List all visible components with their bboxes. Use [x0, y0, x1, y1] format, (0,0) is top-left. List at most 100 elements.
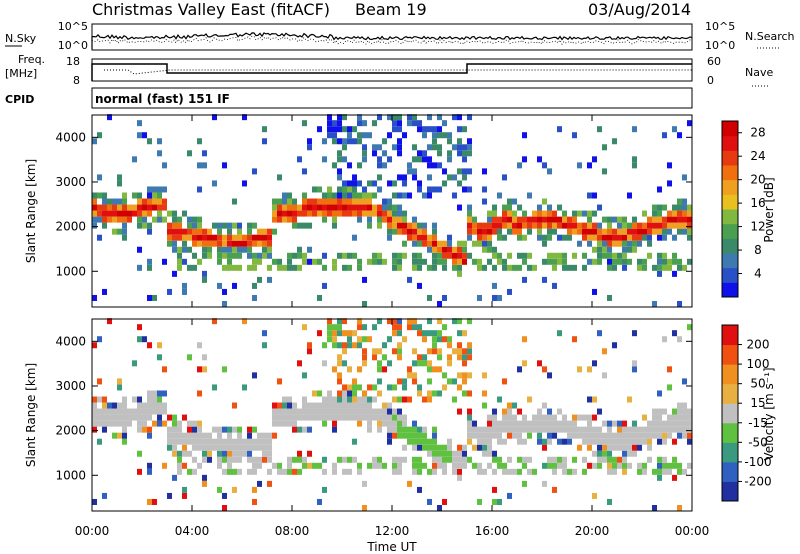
- velocity-cell: [127, 408, 132, 415]
- velocity-cell: [362, 480, 367, 487]
- velocity-cell: [552, 414, 557, 421]
- velocity-cell: [157, 402, 162, 409]
- power-cell: [587, 162, 592, 169]
- power-cell: [607, 294, 612, 301]
- power-cell: [492, 216, 497, 223]
- velocity-cell: [232, 444, 237, 451]
- power-cell: [332, 216, 337, 223]
- power-cell: [267, 234, 272, 241]
- power-cell: [457, 240, 462, 247]
- velocity-cell: [237, 432, 242, 439]
- power-cell: [572, 228, 577, 235]
- power-cell: [682, 228, 687, 235]
- power-cell: [562, 210, 567, 217]
- power-cell: [377, 204, 382, 211]
- velocity-cell: [412, 318, 417, 325]
- velocity-cell: [287, 468, 292, 475]
- power-cell: [302, 120, 307, 127]
- power-cell: [542, 210, 547, 217]
- power-cell: [447, 132, 452, 139]
- velocity-cell: [407, 426, 412, 433]
- power-cell: [347, 204, 352, 211]
- power-cell: [332, 120, 337, 127]
- power-cell: [582, 252, 587, 259]
- velocity-cell: [687, 420, 692, 427]
- power-cell: [362, 198, 367, 205]
- power-cell: [212, 114, 217, 121]
- power-cell: [622, 234, 627, 241]
- velocity-cell: [232, 438, 237, 445]
- velocity-cell: [272, 414, 277, 421]
- power-cell: [417, 120, 422, 127]
- power-cell: [397, 216, 402, 223]
- power-cell: [567, 222, 572, 229]
- velocity-cell: [312, 402, 317, 409]
- velocity-cell: [392, 456, 397, 463]
- velocity-cell: [412, 324, 417, 331]
- power-cell: [647, 240, 652, 247]
- velocity-cell: [562, 420, 567, 427]
- power-cell: [277, 204, 282, 211]
- velocity-cell: [167, 426, 172, 433]
- power-cell: [492, 222, 497, 229]
- power-cell: [552, 252, 557, 259]
- velocity-cell: [592, 432, 597, 439]
- power-cell: [612, 216, 617, 223]
- velocity-cell: [172, 420, 177, 427]
- power-cell: [597, 258, 602, 265]
- power-cell: [677, 264, 682, 271]
- velocity-cell: [117, 408, 122, 415]
- power-cell: [457, 114, 462, 121]
- velocity-cell: [567, 432, 572, 439]
- power-cell: [547, 168, 552, 175]
- velocity-cell: [257, 432, 262, 439]
- power-cell: [332, 132, 337, 139]
- velocity-cell: [257, 444, 262, 451]
- power-cell: [257, 228, 262, 235]
- velocity-cell: [167, 444, 172, 451]
- velocity-cell: [267, 444, 272, 451]
- velocity-cell: [422, 432, 427, 439]
- power-cell: [637, 264, 642, 271]
- velocity-cell: [557, 438, 562, 445]
- power-cell: [517, 216, 522, 223]
- velocity-cell: [432, 432, 437, 439]
- power-cell: [372, 258, 377, 265]
- velocity-cell: [597, 462, 602, 469]
- velocity-cell: [517, 366, 522, 373]
- power-cell: [302, 252, 307, 259]
- velocity-cell: [607, 444, 612, 451]
- velocity-cell: [332, 468, 337, 475]
- time-tick-label: 00:00: [75, 524, 110, 538]
- velocity-cell: [277, 378, 282, 385]
- velocity-cell: [392, 396, 397, 403]
- cpid-panel-frame: [91, 87, 693, 109]
- velocity-cell: [537, 420, 542, 427]
- range-tick-label: 3000: [55, 175, 86, 189]
- velocity-cell: [382, 408, 387, 415]
- power-cell: [457, 246, 462, 253]
- velocity-cell: [332, 396, 337, 403]
- velocity-cell: [412, 420, 417, 427]
- velocity-cell: [432, 330, 437, 337]
- power-cell: [552, 228, 557, 235]
- power-cell: [522, 258, 527, 265]
- velocity-cell: [522, 438, 527, 445]
- velocity-cell: [162, 420, 167, 427]
- power-cell: [482, 246, 487, 253]
- power-cell: [322, 198, 327, 205]
- power-cell: [552, 282, 557, 289]
- power-cell: [467, 144, 472, 151]
- colorbar-segment: [722, 165, 738, 181]
- velocity-cell: [427, 450, 432, 457]
- power-cell: [307, 222, 312, 229]
- velocity-cell: [642, 414, 647, 421]
- power-cell: [457, 258, 462, 265]
- velocity-cell: [372, 408, 377, 415]
- velocity-cell: [182, 414, 187, 421]
- velocity-cell: [607, 462, 612, 469]
- velocity-cell: [482, 390, 487, 397]
- power-cell: [632, 234, 637, 241]
- power-cell: [677, 228, 682, 235]
- power-cell: [672, 204, 677, 211]
